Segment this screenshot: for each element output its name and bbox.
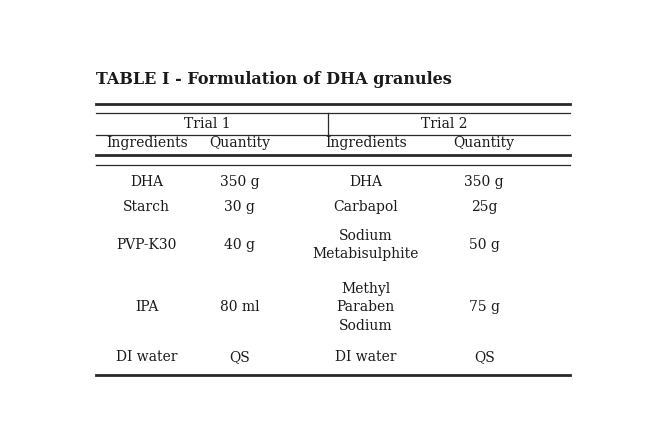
Text: 30 g: 30 g xyxy=(224,200,255,214)
Text: 75 g: 75 g xyxy=(469,300,500,314)
Text: IPA: IPA xyxy=(135,300,159,314)
Text: 50 g: 50 g xyxy=(469,238,500,252)
Text: TABLE I - Formulation of DHA granules: TABLE I - Formulation of DHA granules xyxy=(96,71,452,88)
Text: Methyl
Paraben
Sodium: Methyl Paraben Sodium xyxy=(337,282,395,333)
Text: Ingredients: Ingredients xyxy=(325,136,407,150)
Text: DHA: DHA xyxy=(349,175,382,189)
Text: Trial 2: Trial 2 xyxy=(421,117,467,131)
Text: Quantity: Quantity xyxy=(454,136,515,150)
Text: 350 g: 350 g xyxy=(220,175,260,189)
Text: DI water: DI water xyxy=(116,350,177,364)
Text: Quantity: Quantity xyxy=(209,136,270,150)
Text: Ingredients: Ingredients xyxy=(106,136,188,150)
Text: Sodium
Metabisulphite: Sodium Metabisulphite xyxy=(313,228,419,261)
Text: Starch: Starch xyxy=(124,200,170,214)
Text: PVP-K30: PVP-K30 xyxy=(116,238,177,252)
Text: 25g: 25g xyxy=(471,200,497,214)
Text: 350 g: 350 g xyxy=(465,175,504,189)
Text: DHA: DHA xyxy=(130,175,163,189)
Text: DI water: DI water xyxy=(335,350,396,364)
Text: Trial 1: Trial 1 xyxy=(184,117,231,131)
Text: Carbapol: Carbapol xyxy=(333,200,398,214)
Text: QS: QS xyxy=(229,350,250,364)
Text: 40 g: 40 g xyxy=(224,238,255,252)
Text: QS: QS xyxy=(474,350,495,364)
Text: 80 ml: 80 ml xyxy=(220,300,260,314)
